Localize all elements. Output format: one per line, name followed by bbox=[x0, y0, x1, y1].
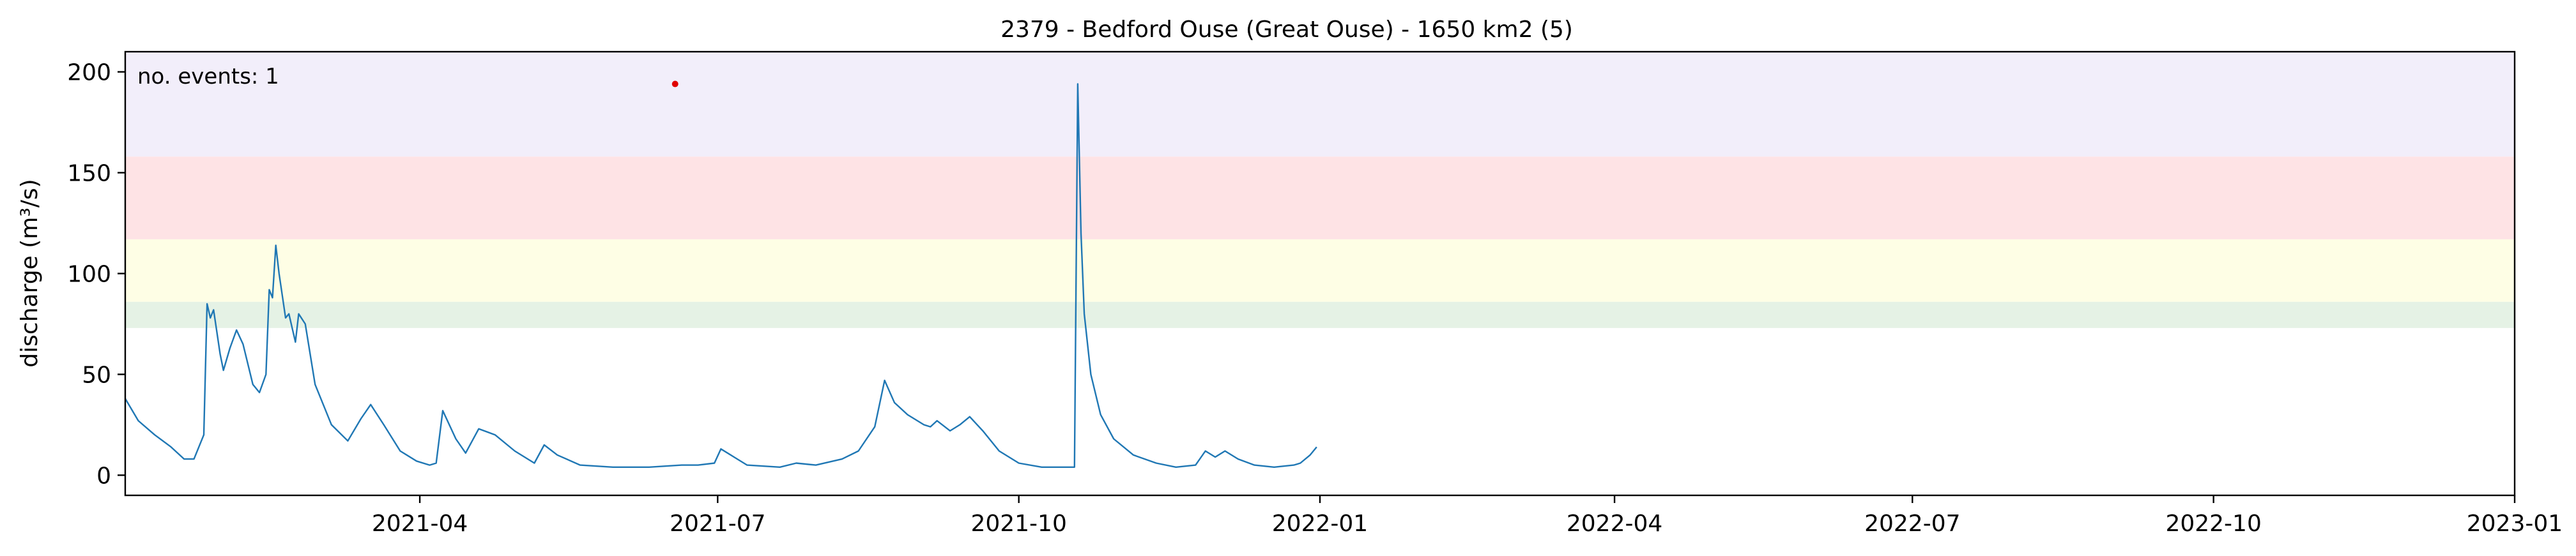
threshold-band-0 bbox=[125, 301, 2515, 328]
x-axis: 2021-04 2021-07 2021-10 2022-01 2022-04 2022-… bbox=[372, 495, 2563, 537]
event-point-0 bbox=[671, 80, 678, 87]
x-tick-label: 2021-04 bbox=[372, 511, 468, 537]
plot-area bbox=[124, 83, 1317, 468]
y-tick-label: 200 bbox=[67, 60, 111, 86]
threshold-band-2 bbox=[125, 156, 2515, 239]
x-tick-label: 2023-01 bbox=[2467, 511, 2563, 537]
discharge-series-line bbox=[124, 83, 1317, 468]
event-count-annotation: no. events: 1 bbox=[137, 64, 279, 89]
y-axis-label: discharge (m³/s) bbox=[17, 179, 43, 367]
chart-title: 2379 - Bedford Ouse (Great Ouse) - 1650 … bbox=[1000, 17, 1573, 43]
x-tick-label: 2021-07 bbox=[670, 511, 765, 537]
threshold-band-3 bbox=[125, 52, 2515, 157]
y-tick-label: 100 bbox=[67, 262, 111, 288]
x-tick-label: 2022-07 bbox=[1864, 511, 1960, 537]
x-tick-label: 2022-04 bbox=[1567, 511, 1662, 537]
threshold-bands bbox=[125, 52, 2515, 328]
y-axis: 0 50 100 150 200 bbox=[67, 60, 125, 489]
x-tick-label: 2022-10 bbox=[2165, 511, 2261, 537]
threshold-band-1 bbox=[125, 239, 2515, 302]
y-tick-label: 50 bbox=[82, 362, 111, 388]
y-tick-label: 0 bbox=[96, 463, 111, 489]
event-markers bbox=[671, 80, 678, 87]
x-tick-label: 2021-10 bbox=[970, 511, 1066, 537]
x-tick-label: 2022-01 bbox=[1272, 511, 1368, 537]
y-tick-label: 150 bbox=[67, 161, 111, 187]
